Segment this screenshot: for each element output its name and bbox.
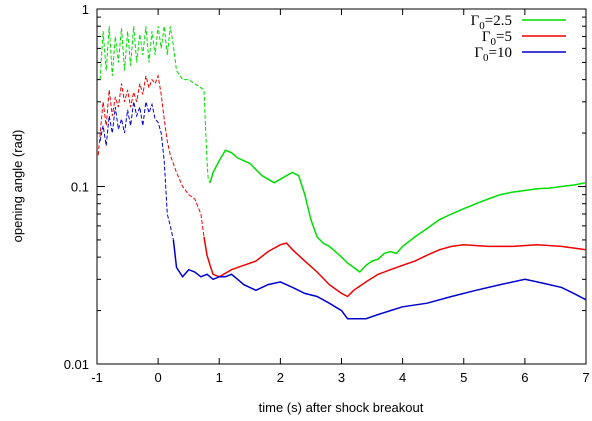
y-tick-label: 0.01 xyxy=(64,357,89,372)
x-tick-label: 4 xyxy=(399,370,406,385)
x-axis-label: time (s) after shock breakout xyxy=(259,400,424,415)
y-tick-label: 0.1 xyxy=(71,180,89,195)
x-tick-label: 1 xyxy=(216,370,223,385)
x-tick-label: 2 xyxy=(277,370,284,385)
x-tick-labels: -1 0 1 2 3 4 5 6 7 xyxy=(91,370,589,385)
series-line-2 xyxy=(172,239,587,320)
x-tick-label: 7 xyxy=(582,370,589,385)
series-layer xyxy=(97,26,587,320)
x-tick-label: 6 xyxy=(521,370,528,385)
y-axis-label: opening angle (rad) xyxy=(10,130,25,243)
legend-label: Γ0=10 xyxy=(474,45,512,64)
legend-label: Γ0=5 xyxy=(482,29,512,48)
axis-ticks xyxy=(96,8,587,365)
x-tick-label: 5 xyxy=(460,370,467,385)
y-tick-label: 1 xyxy=(82,2,89,17)
series-line-0 xyxy=(209,149,587,274)
series-line-dashed-0 xyxy=(99,26,211,183)
x-tick-label: 0 xyxy=(155,370,162,385)
y-tick-labels: 0.01 0.1 1 xyxy=(64,2,89,372)
x-tick-label: -1 xyxy=(91,370,103,385)
legend-label: Γ0=2.5 xyxy=(471,13,512,32)
x-tick-label: 3 xyxy=(338,370,345,385)
legend: Γ0=2.5Γ0=5Γ0=10 xyxy=(471,13,566,64)
series-line-dashed-1 xyxy=(97,74,205,237)
series-line-1 xyxy=(203,236,587,298)
series-line-dashed-2 xyxy=(99,101,174,241)
